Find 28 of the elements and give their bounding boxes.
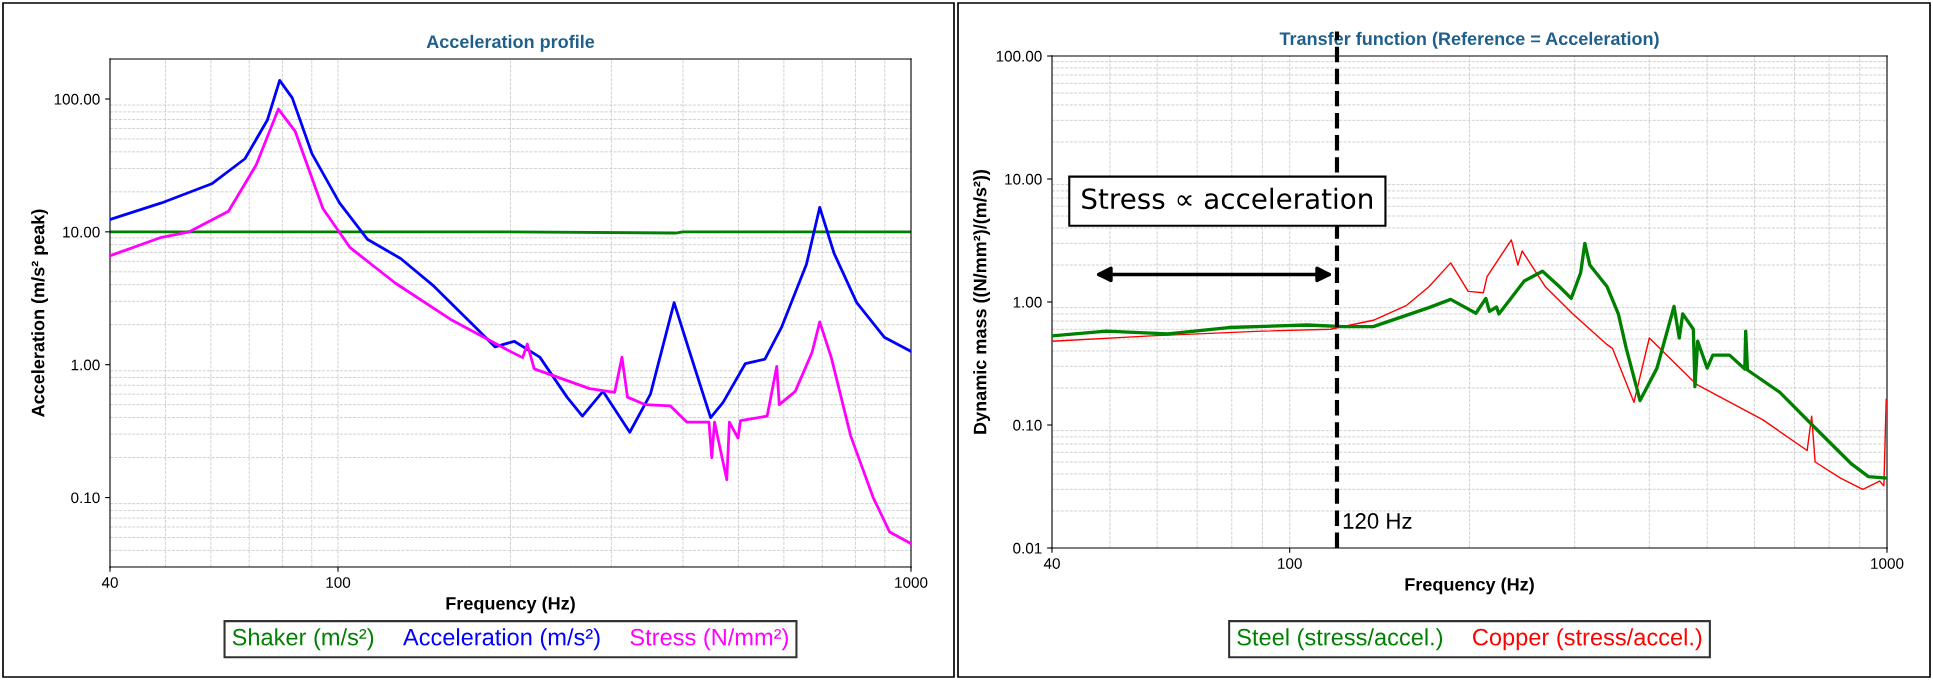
text: Shaker (m/s²): [232, 628, 374, 651]
y-axis-title: Dynamic mass ((N/mm²)/(m/s²)): [973, 169, 990, 434]
annotation: Stress ∝ acceleration: [1082, 187, 1372, 210]
x-tick-label: 1000: [1871, 558, 1904, 569]
chart-title: Acceleration profile: [426, 34, 595, 52]
y-tick-label: 10.00: [63, 226, 100, 238]
x-tick-label: 40: [1043, 558, 1060, 569]
chart-title: Transfer function (Reference = Acceleration): [1279, 31, 1659, 49]
y-tick-label: 0.10: [71, 492, 100, 504]
y-tick-label: 1.00: [1013, 296, 1042, 308]
text: Acceleration (m/s²): [402, 628, 600, 651]
y-tick-label: 0.10: [1013, 419, 1042, 431]
y-tick-label: 10.00: [1005, 173, 1042, 185]
y-tick-label: 1.00: [71, 359, 100, 371]
y-tick-label: 100.00: [996, 50, 1042, 62]
ref-line-label: 120 Hz: [1343, 513, 1412, 529]
text: Steel (stress/accel.): [1237, 628, 1443, 651]
text: Copper (stress/accel.): [1473, 628, 1702, 651]
x-tick-label: 1000: [895, 577, 928, 588]
x-tick-label: 40: [101, 577, 118, 588]
x-axis-title: Frequency (Hz): [1405, 577, 1534, 595]
y-tick-label: 0.01: [1013, 542, 1042, 554]
x-tick-label: 100: [1278, 558, 1302, 569]
y-axis-title: Acceleration (m/s² peak): [31, 209, 48, 417]
x-tick-label: 100: [326, 577, 351, 588]
y-tick-label: 100.00: [54, 93, 100, 105]
text: Stress (N/mm²): [630, 628, 788, 651]
x-axis-title: Frequency (Hz): [446, 596, 575, 614]
